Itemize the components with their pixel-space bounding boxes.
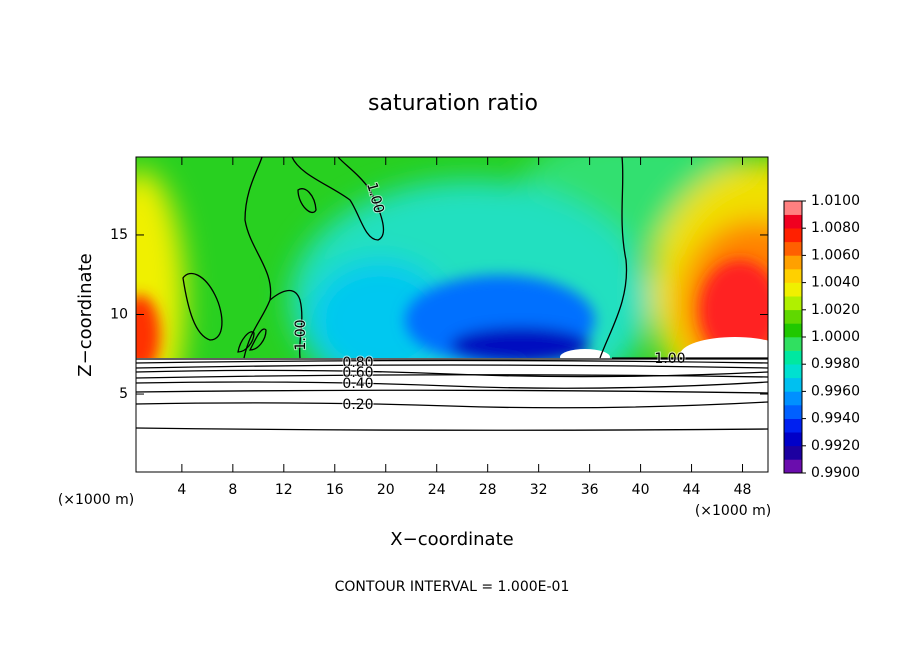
colorbar-label: 0.9960 [811, 383, 860, 399]
colorbar-swatch [784, 418, 802, 433]
y-tick-label: 15 [110, 227, 128, 243]
x-tick-label: 20 [377, 482, 395, 498]
colorbar-label: 1.0020 [811, 302, 860, 318]
x-tick-label: 4 [177, 482, 186, 498]
colorbar-swatch [784, 282, 802, 297]
colorbar-swatch [784, 364, 802, 379]
y-tick-label: 10 [110, 307, 128, 323]
y-axis-label: Z−coordinate [75, 253, 96, 376]
colorbar-swatch [784, 337, 802, 351]
contour-line [182, 272, 223, 341]
x-axis-label: X−coordinate [390, 529, 513, 550]
colorbar-swatch [784, 405, 802, 419]
contour-label: 0.60 [342, 365, 373, 381]
colorbar-label: 0.9900 [811, 465, 860, 481]
colorbar-swatch [784, 255, 802, 270]
colorbar-swatch [784, 350, 802, 365]
contour-label: 0.80 [342, 355, 373, 371]
colorbar-swatch [784, 269, 802, 283]
colorbar-label: 0.9940 [811, 411, 860, 427]
x-tick-label: 24 [428, 482, 446, 498]
colorbar-swatch [784, 309, 802, 324]
field [136, 157, 768, 358]
contour-line [599, 156, 628, 359]
x-tick-label: 44 [683, 482, 701, 498]
x-unit: (×1000 m) [695, 503, 771, 519]
colorbar-swatch [784, 377, 802, 392]
footer: CONTOUR INTERVAL = 1.000E-01 [335, 579, 570, 595]
colorbar-swatch [784, 445, 802, 460]
contour-label: 0.40 [342, 376, 373, 392]
contour-line [243, 156, 272, 359]
contour-line [248, 328, 267, 351]
x-unit: (×1000 m) [58, 492, 134, 508]
colorbar-label: 1.0040 [811, 275, 860, 291]
y-tick-label: 5 [119, 386, 128, 402]
contour-line [135, 401, 769, 409]
contour-label: 1.00 [293, 319, 309, 350]
colorbar-swatch [784, 201, 802, 215]
colorbar-swatch [784, 296, 802, 311]
x-tick-label: 28 [479, 482, 497, 498]
colorbar-label: 1.0000 [811, 329, 860, 345]
colorbar-swatch [784, 228, 802, 243]
x-tick-label: 12 [275, 482, 293, 498]
contour-label: 1.00 [654, 351, 685, 367]
colorbar-label: 0.9920 [811, 438, 860, 454]
x-tick-label: 48 [734, 482, 752, 498]
contour-line [291, 156, 385, 241]
colorbar-swatch [784, 214, 802, 229]
x-tick-label: 32 [530, 482, 548, 498]
x-tick-label: 8 [228, 482, 237, 498]
contour-line [297, 188, 317, 214]
colorbar-label: 1.0080 [811, 220, 860, 236]
colorbar-swatch [784, 241, 802, 256]
x-tick-label: 16 [326, 482, 344, 498]
contour-line [135, 359, 769, 364]
colorbar-swatch [784, 391, 802, 406]
contour-line [269, 289, 303, 359]
contour-label: 0.20 [342, 397, 373, 413]
colorbar-swatch [784, 459, 802, 474]
lower-contours [135, 358, 769, 431]
contour-line [135, 381, 769, 389]
colorbar-label: 0.9980 [811, 356, 860, 372]
colorbar-swatch [784, 323, 802, 338]
colorbar-label: 1.0060 [811, 247, 860, 263]
contour-line [237, 331, 255, 353]
x-tick-label: 40 [632, 482, 650, 498]
chart-title: saturation ratio [368, 91, 538, 116]
colorbar-label: 1.0100 [811, 193, 860, 209]
contour-line [135, 369, 769, 378]
x-tick-label: 36 [581, 482, 599, 498]
colorbar-swatch [784, 432, 802, 447]
